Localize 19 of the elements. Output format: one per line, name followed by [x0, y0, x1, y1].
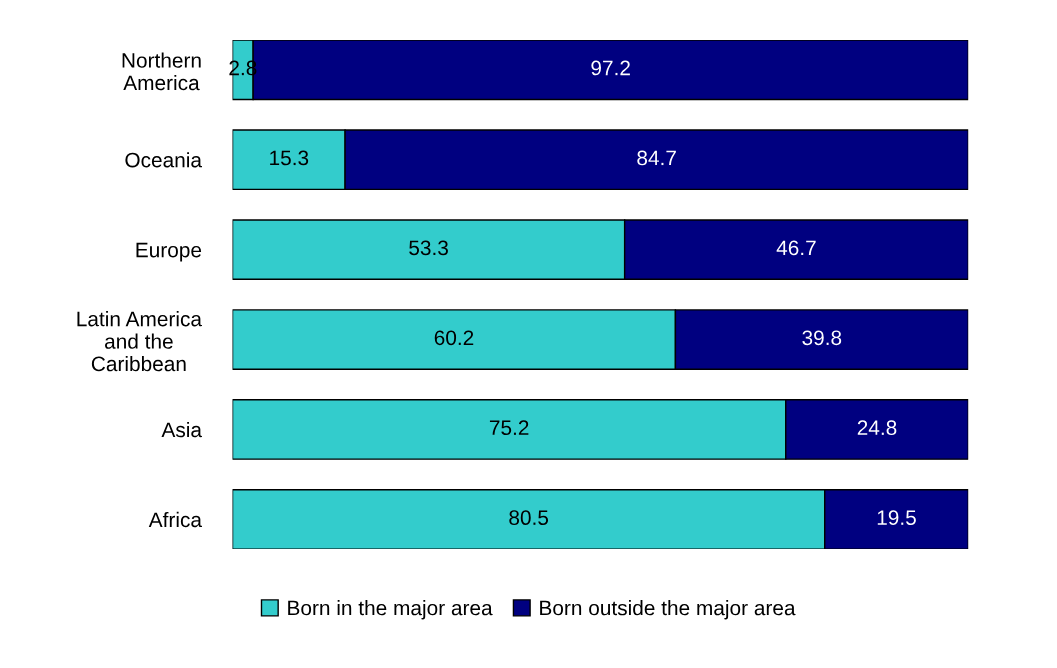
data-label: 84.7: [637, 150, 676, 166]
data-label: 24.8: [857, 420, 897, 436]
data-label: 80.5: [509, 510, 549, 526]
data-label: 15.3: [270, 150, 309, 166]
data-label: 19.5: [877, 510, 916, 526]
y-tick-label: Oceania: [125, 152, 202, 168]
y-tick-label: Asia: [161, 421, 202, 438]
y-tick-label: Africa: [148, 511, 202, 528]
data-label: 39.8: [802, 330, 842, 346]
y-tick-label: Europe: [136, 242, 202, 262]
data-label: 60.2: [434, 330, 474, 346]
legend-label: Born outside the major area: [540, 600, 796, 620]
data-label: 75.2: [489, 420, 529, 436]
data-label: 97.2: [591, 60, 630, 76]
legend-label: Born in the major area: [288, 600, 493, 620]
y-tick-label: Northern America: [122, 52, 201, 91]
data-label: 53.3: [409, 240, 448, 256]
data-label: 46.7: [776, 240, 816, 256]
y-tick-label: Latin America and the Caribbean: [77, 311, 202, 372]
